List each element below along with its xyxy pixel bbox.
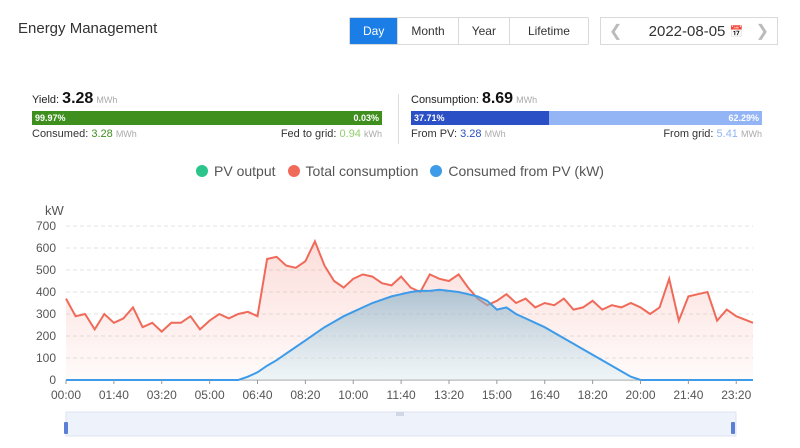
x-tick-label: 13:20: [434, 388, 464, 402]
range-handle-left[interactable]: [64, 422, 68, 434]
consumed-unit: MWh: [115, 129, 137, 139]
x-tick-label: 05:00: [195, 388, 225, 402]
x-tick-label: 01:40: [99, 388, 129, 402]
chevron-left-icon[interactable]: ❮: [609, 23, 623, 40]
energy-chart: kW 0 100 200 300 400 500 600 700 00:00 01:40 03:2…: [36, 203, 754, 437]
divider: [398, 94, 399, 144]
from-grid-label: From grid:: [663, 128, 714, 140]
consumption-bar: 37.71% 62.29%: [411, 111, 762, 125]
range-handle-right[interactable]: [731, 422, 735, 434]
tab-month[interactable]: Month: [397, 18, 457, 44]
date-picker[interactable]: ❮ 2022-08-05 📅 ❯: [600, 17, 778, 45]
x-tick-label: 06:40: [242, 388, 272, 402]
calendar-icon[interactable]: 📅: [729, 25, 744, 38]
x-tick-label: 18:20: [578, 388, 608, 402]
y-tick-label: 400: [36, 285, 56, 299]
fed-value: 0.94: [339, 128, 361, 140]
legend-dot-icon: [430, 165, 443, 177]
y-tick-label: 200: [36, 329, 56, 343]
yield-label: Yield:: [32, 94, 60, 106]
series-line-total-consumption: [65, 238, 754, 333]
y-tick-label: 600: [36, 241, 56, 255]
y-tick-label: 0: [49, 373, 56, 387]
fed-unit: kWh: [364, 129, 382, 139]
from-pv-value: 3.28: [460, 128, 482, 140]
yield-summary: Yield: 3.28 MWh 99.97% 0.03% Consumed: 3…: [32, 90, 382, 140]
chart-legend: PV output Total consumption Consumed fro…: [0, 163, 800, 179]
x-tick-label: 08:20: [290, 388, 320, 402]
from-grid-value: 5.41: [716, 128, 738, 140]
legend-label: Total consumption: [305, 163, 419, 179]
x-tick-label: 20:00: [625, 388, 655, 402]
page-title: Energy Management: [18, 20, 158, 37]
yield-bar: 99.97% 0.03%: [32, 111, 382, 125]
legend-consumed-from-pv[interactable]: Consumed from PV (kW): [430, 163, 604, 179]
consumption-summary: Consumption: 8.69 MWh 37.71% 62.29% From…: [411, 90, 762, 140]
series-area: [66, 289, 753, 380]
consumption-value: 8.69: [481, 90, 514, 107]
consumed-label: Consumed:: [32, 128, 89, 140]
from-grid-unit: MWh: [741, 129, 762, 139]
y-tick-label: 300: [36, 307, 56, 321]
legend-dot-icon: [287, 165, 300, 177]
yield-left-pct: 99.97%: [35, 113, 66, 123]
period-tabs: Day Month Year Lifetime: [349, 17, 589, 45]
legend-dot-icon: [196, 165, 209, 177]
legend-label: Consumed from PV (kW): [448, 163, 604, 179]
y-tick-label: 700: [36, 219, 56, 233]
x-tick-label: 15:00: [482, 388, 512, 402]
legend-pv-output[interactable]: PV output: [196, 163, 276, 179]
date-value[interactable]: 2022-08-05: [648, 22, 726, 40]
consumption-right-pct: 62.29%: [549, 111, 762, 125]
consumed-value: 3.28: [91, 128, 113, 140]
yield-unit: MWh: [96, 95, 118, 105]
x-tick-label: 10:00: [338, 388, 368, 402]
y-tick-label: 500: [36, 263, 56, 277]
from-pv-unit: MWh: [484, 129, 506, 139]
consumption-unit: MWh: [516, 95, 538, 105]
yield-right-pct: 0.03%: [353, 113, 379, 123]
slider-grip[interactable]: [396, 412, 404, 416]
y-tick-label: 100: [36, 351, 56, 365]
consumption-label: Consumption:: [411, 94, 479, 106]
yield-value: 3.28: [62, 90, 94, 107]
consumption-left-pct: 37.71%: [411, 111, 550, 125]
legend-label: PV output: [214, 163, 276, 179]
y-axis-label: kW: [45, 203, 65, 218]
from-pv-label: From PV:: [411, 128, 458, 140]
chevron-right-icon[interactable]: ❯: [755, 23, 769, 40]
tab-year[interactable]: Year: [457, 18, 509, 44]
x-tick-label: 11:40: [387, 388, 416, 402]
series-line-consumed-from-pv-kw-: [66, 288, 753, 381]
tab-day[interactable]: Day: [350, 18, 398, 44]
legend-total-consumption[interactable]: Total consumption: [287, 163, 419, 179]
x-tick-label: 16:40: [530, 388, 560, 402]
x-tick-label: 03:20: [147, 388, 177, 402]
fed-label: Fed to grid:: [280, 128, 337, 140]
x-tick-label: 21:40: [673, 388, 703, 402]
x-tick-label: 23:20: [721, 388, 751, 402]
x-tick-label: 00:00: [51, 388, 81, 402]
tab-lifetime[interactable]: Lifetime: [508, 18, 588, 44]
